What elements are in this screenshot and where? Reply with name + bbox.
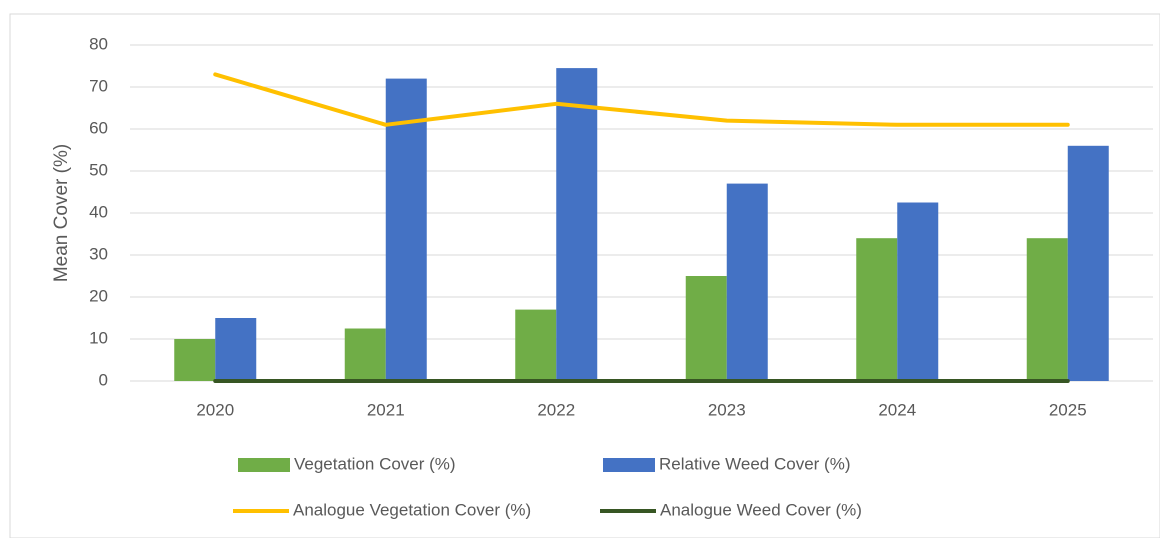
bar [726,183,768,381]
y-tick-label: 0 [99,370,108,389]
y-tick-label: 60 [89,118,108,137]
x-tick-label: 2024 [878,400,916,419]
bar [385,78,427,381]
y-tick-label: 10 [89,328,108,347]
legend-label: Relative Weed Cover (%) [659,454,850,473]
y-tick-label: 20 [89,286,108,305]
bar [556,68,598,381]
bar [515,309,557,381]
legend-label: Vegetation Cover (%) [294,454,456,473]
y-axis-label: Mean Cover (%) [51,144,72,282]
x-tick-label: 2021 [367,400,405,419]
legend-swatch [603,458,655,472]
y-tick-label: 40 [89,202,108,221]
bar [1026,238,1068,381]
x-tick-label: 2020 [196,400,234,419]
bar [1067,145,1109,381]
legend-label: Analogue Vegetation Cover (%) [293,500,531,519]
bar [344,328,386,381]
legend-swatch [238,458,290,472]
x-tick-label: 2022 [537,400,575,419]
legend-label: Analogue Weed Cover (%) [660,500,862,519]
y-tick-label: 80 [89,34,108,53]
bar [856,238,898,381]
x-tick-label: 2025 [1049,400,1087,419]
y-tick-label: 70 [89,76,108,95]
y-tick-label: 30 [89,244,108,263]
y-tick-label: 50 [89,160,108,179]
x-tick-label: 2023 [708,400,746,419]
bar [215,318,257,381]
bar [685,276,727,381]
line-series [213,72,1070,127]
bar [897,202,939,381]
bar [174,339,216,381]
